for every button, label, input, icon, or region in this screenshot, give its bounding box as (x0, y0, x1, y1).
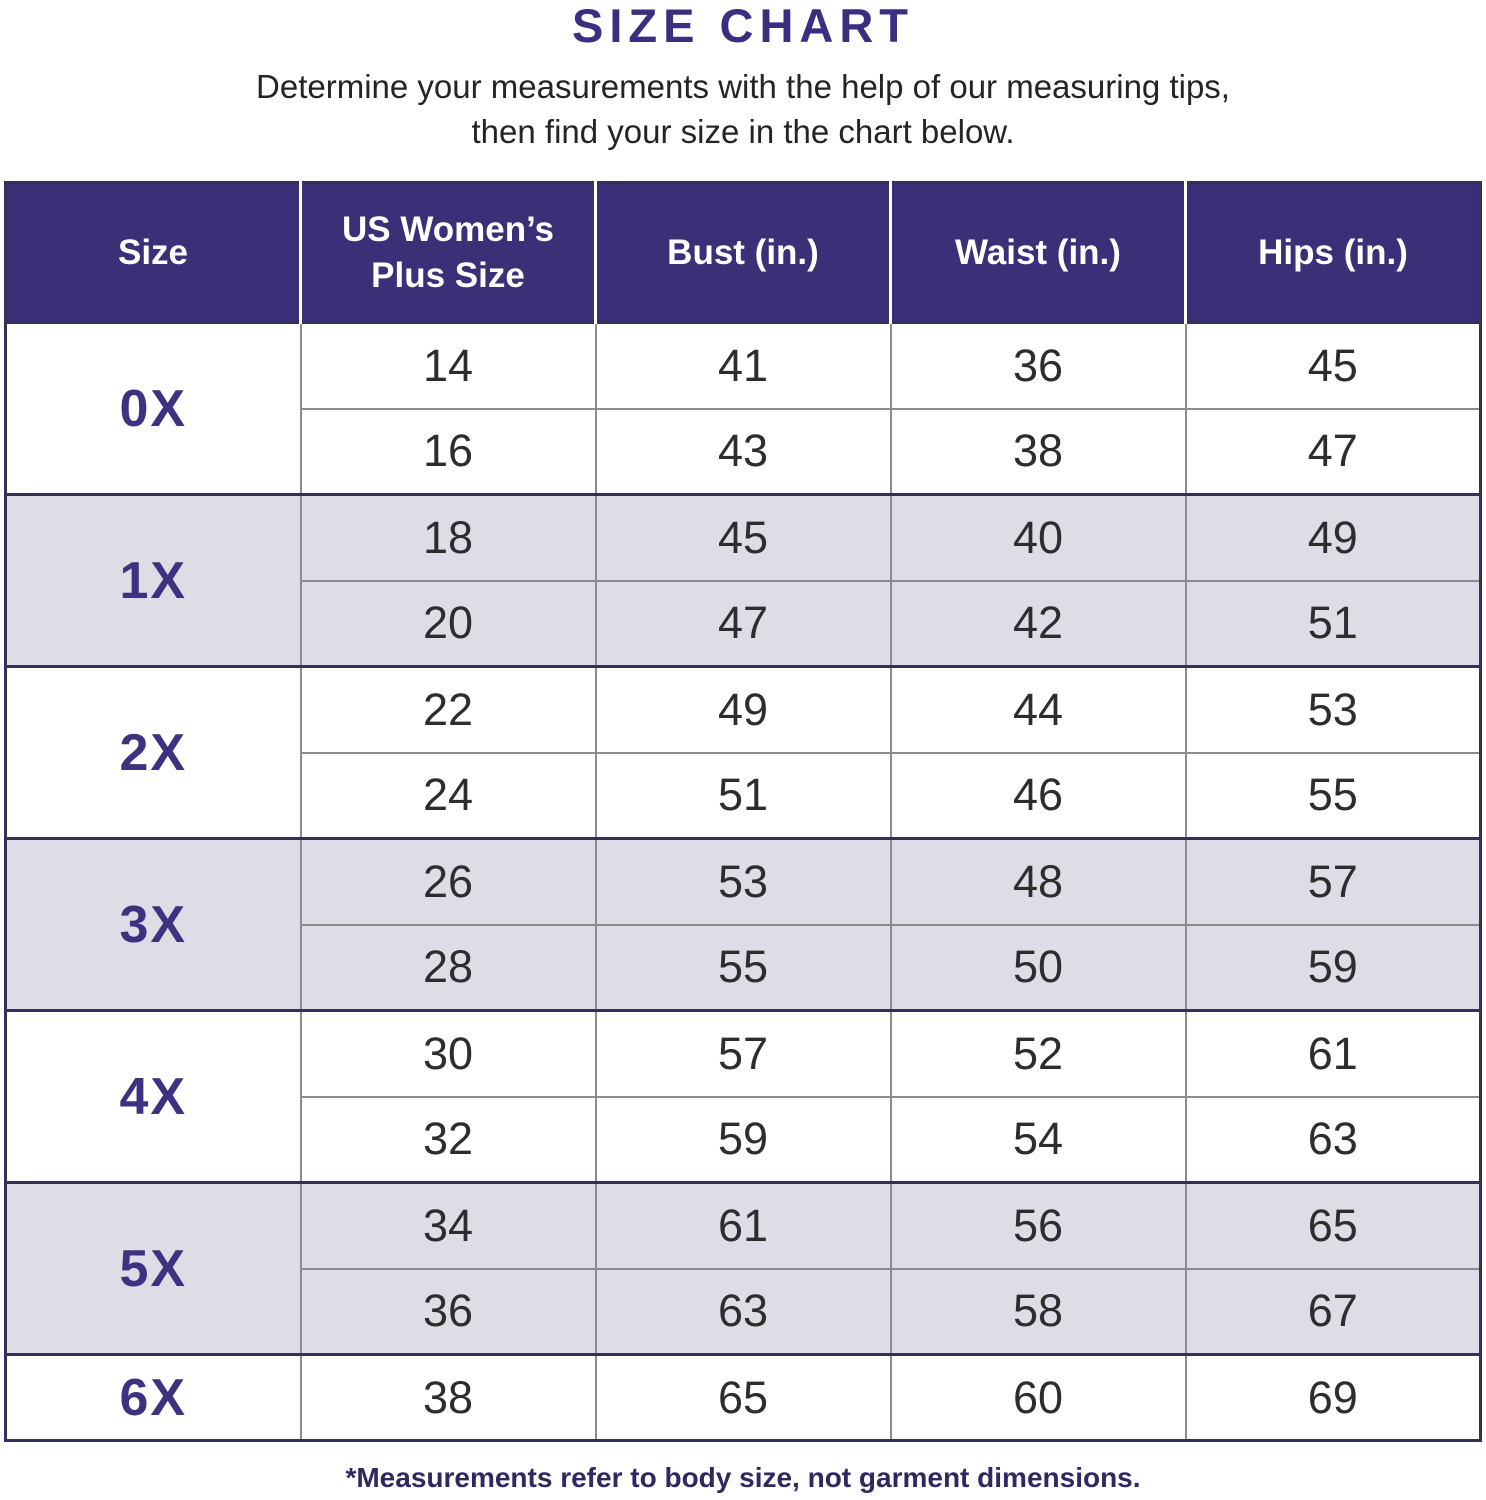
value-cell: 48 (889, 838, 1186, 925)
value-cell: 47 (1184, 407, 1481, 495)
value-cell: 30 (299, 1010, 596, 1097)
value-cell: 50 (889, 923, 1186, 1011)
value-cell: 56 (889, 1182, 1186, 1269)
value-cell: 49 (1184, 494, 1481, 581)
size-group-3x: 3X 26 53 48 57 28 55 50 59 (5, 838, 1481, 1011)
value-cell: 18 (299, 494, 596, 581)
column-header-0: Size (5, 182, 301, 323)
value-cell: 38 (299, 1354, 596, 1441)
value-cell: 46 (889, 751, 1186, 839)
table-row: 36 63 58 67 (6, 1267, 1481, 1355)
value-cell: 53 (1184, 666, 1481, 753)
size-group-1x: 1X 18 45 40 49 20 47 42 51 (5, 494, 1481, 667)
value-cell: 63 (594, 1267, 891, 1355)
table-row: 3X 26 53 48 57 (6, 838, 1481, 954)
value-cell: 34 (299, 1182, 596, 1269)
table-row: 1X 18 45 40 49 (6, 494, 1481, 610)
value-cell: 36 (889, 322, 1186, 409)
table-row: 16 43 38 47 (6, 407, 1481, 495)
value-cell: 28 (299, 923, 596, 1011)
column-header-1: US Women’s Plus Size (299, 182, 596, 323)
size-group-5x: 5X 34 61 56 65 36 63 58 67 (5, 1182, 1481, 1355)
size-chart-table: Size US Women’s Plus Size Bust (in.) Waist … (4, 181, 1482, 1443)
value-cell: 42 (889, 579, 1186, 667)
value-cell: 40 (889, 494, 1186, 581)
table-row: 0X 14 41 36 45 (6, 322, 1481, 438)
table-row: 20 47 42 51 (6, 579, 1481, 667)
column-header-4: Hips (in.) (1184, 182, 1481, 323)
value-cell: 57 (1184, 838, 1481, 925)
table-row: 24 51 46 55 (6, 751, 1481, 839)
value-cell: 58 (889, 1267, 1186, 1355)
table-row: 28 55 50 59 (6, 923, 1481, 1011)
value-cell: 49 (594, 666, 891, 753)
value-cell: 47 (594, 579, 891, 667)
subtitle-line-1: Determine your measurements with the hel… (256, 68, 1230, 105)
value-cell: 14 (299, 322, 596, 409)
table-header: Size US Women’s Plus Size Bust (in.) Waist … (5, 182, 1481, 323)
table-row: 2X 22 49 44 53 (6, 666, 1481, 782)
value-cell: 51 (1184, 579, 1481, 667)
size-label: 2X (119, 723, 188, 782)
size-label: 0X (119, 379, 188, 438)
value-cell: 55 (594, 923, 891, 1011)
value-cell: 38 (889, 407, 1186, 495)
value-cell: 16 (299, 407, 596, 495)
footnote: *Measurements refer to body size, not ga… (345, 1462, 1141, 1494)
value-cell: 59 (1184, 923, 1481, 1011)
size-group-0x: 0X 14 41 36 45 16 43 38 47 (5, 322, 1481, 495)
size-label: 6X (119, 1368, 188, 1427)
size-group-2x: 2X 22 49 44 53 24 51 46 55 (5, 666, 1481, 839)
value-cell: 32 (299, 1095, 596, 1183)
value-cell: 53 (594, 838, 891, 925)
column-header-2: Bust (in.) (594, 182, 891, 323)
table-row: 6X 38 65 60 69 (6, 1354, 1481, 1441)
value-cell: 61 (594, 1182, 891, 1269)
value-cell: 60 (889, 1354, 1186, 1441)
subtitle: Determine your measurements with the hel… (0, 65, 1486, 154)
header-row: Size US Women’s Plus Size Bust (in.) Waist … (5, 182, 1481, 323)
value-cell: 55 (1184, 751, 1481, 839)
value-cell: 20 (299, 579, 596, 667)
value-cell: 24 (299, 751, 596, 839)
value-cell: 65 (1184, 1182, 1481, 1269)
table-row: 5X 34 61 56 65 (6, 1182, 1481, 1298)
value-cell: 65 (594, 1354, 891, 1441)
value-cell: 61 (1184, 1010, 1481, 1097)
value-cell: 57 (594, 1010, 891, 1097)
subtitle-line-2: then find your size in the chart below. (471, 112, 1015, 150)
page-title: SIZE CHART (572, 0, 914, 52)
value-cell: 63 (1184, 1095, 1481, 1183)
value-cell: 52 (889, 1010, 1186, 1097)
value-cell: 54 (889, 1095, 1186, 1183)
size-group-4x: 4X 30 57 52 61 32 59 54 63 (5, 1010, 1481, 1183)
value-cell: 44 (889, 666, 1186, 753)
size-label: 3X (119, 895, 188, 954)
value-cell: 59 (594, 1095, 891, 1183)
value-cell: 22 (299, 666, 596, 753)
value-cell: 45 (1184, 322, 1481, 409)
value-cell: 43 (594, 407, 891, 495)
table-row: 32 59 54 63 (6, 1095, 1481, 1183)
value-cell: 67 (1184, 1267, 1481, 1355)
size-group-6x: 6X 38 65 60 69 (5, 1354, 1481, 1441)
table-row: 4X 30 57 52 61 (6, 1010, 1481, 1126)
value-cell: 36 (299, 1267, 596, 1355)
value-cell: 51 (594, 751, 891, 839)
size-label: 1X (119, 551, 188, 610)
size-label: 5X (119, 1239, 188, 1298)
value-cell: 41 (594, 322, 891, 409)
column-header-3: Waist (in.) (889, 182, 1186, 323)
value-cell: 45 (594, 494, 891, 581)
value-cell: 69 (1184, 1354, 1481, 1441)
size-label: 4X (119, 1067, 188, 1126)
value-cell: 26 (299, 838, 596, 925)
